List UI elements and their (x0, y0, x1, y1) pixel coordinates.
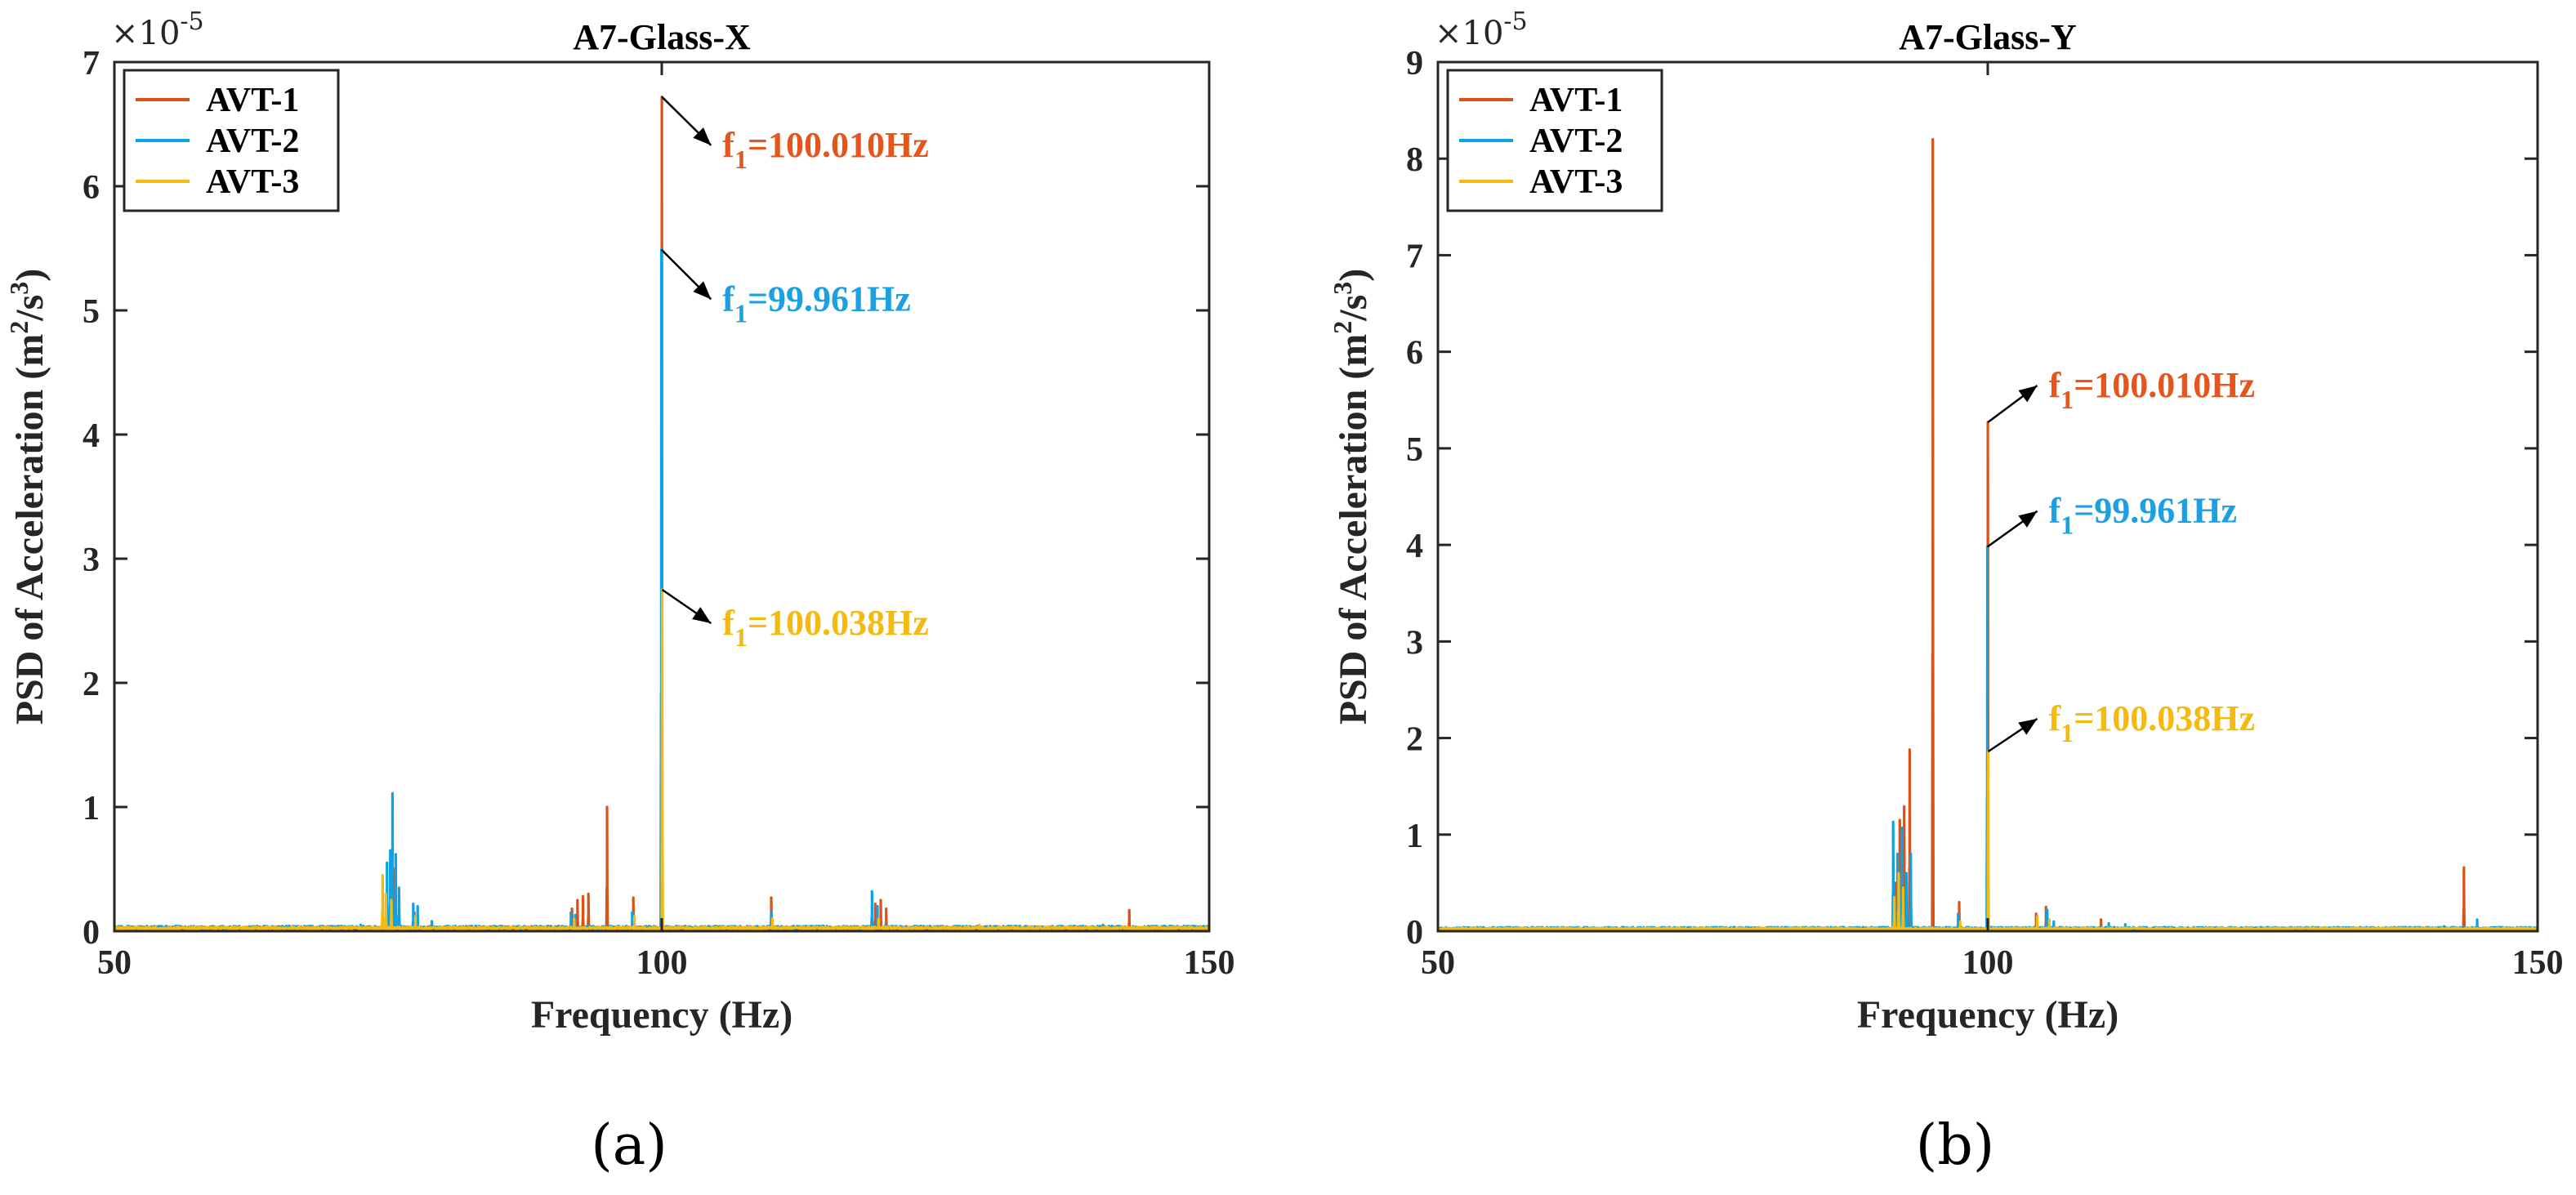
annotation-subscript: 1 (734, 622, 748, 652)
y-tick-label: 7 (83, 45, 100, 82)
annotation-label: f1=100.038Hz (722, 603, 928, 652)
x-axis-label: Frequency (Hz) (531, 993, 792, 1037)
y-tick-label: 4 (1406, 528, 1423, 565)
annotation-symbol: f (722, 603, 735, 643)
annotation-symbol: f (722, 125, 735, 165)
legend-entry: AVT-1 (206, 82, 299, 119)
annotation-symbol: f (2049, 698, 2062, 738)
annotation-subscript: 1 (734, 298, 748, 328)
y-exponent-base: ×10 (1435, 15, 1503, 52)
y-axis-label-unit: /s (8, 295, 51, 322)
annotation-value: =100.010Hz (748, 125, 929, 165)
legend-entry: AVT-3 (1529, 163, 1623, 201)
y-axis-label-close: ) (8, 269, 51, 282)
panel-label: (a) (591, 1113, 667, 1178)
y-tick-label: 2 (83, 666, 100, 703)
chart-b: 0 1 2 3 4 5 6 7 8 9 50 100 150 ×10-5 A7-Glass-Y Frequen… (1328, 7, 2564, 1178)
x-axis-label: Frequency (Hz) (1857, 993, 2118, 1037)
y-tick-label: 3 (83, 542, 100, 579)
y-tick-label: 7 (1406, 238, 1423, 275)
annotation-arrowhead (2018, 511, 2038, 528)
y-exponent-power: -5 (180, 7, 203, 36)
annotation-label: f1=100.010Hz (2049, 365, 2255, 414)
annotation-subscript: 1 (734, 145, 748, 174)
y-tick-label: 9 (1406, 45, 1423, 82)
y-axis-label: PSD of Acceleration (m2/s3) (1328, 269, 1375, 725)
annotation-label: f1=99.961Hz (722, 279, 910, 328)
y-axis-label-main: PSD of Acceleration (m (8, 334, 51, 725)
annotation-arrowhead (692, 607, 712, 624)
y-tick-label: 6 (83, 169, 100, 207)
y-axis-label-close: ) (1332, 269, 1375, 282)
x-tick-label: 100 (636, 944, 688, 982)
annotation-arrowhead (693, 127, 712, 145)
y-axis-label-unit: /s (1332, 295, 1375, 322)
annotation-subscript: 1 (2060, 718, 2074, 747)
annotation-label: f1=100.010Hz (722, 125, 928, 174)
y-exponent-label: ×10-5 (1435, 7, 1528, 52)
y-exponent-power: -5 (1503, 7, 1527, 36)
legend-entry: AVT-3 (206, 163, 299, 201)
y-exponent-label: ×10-5 (111, 7, 204, 52)
chart-title: A7-Glass-Y (1899, 17, 2077, 57)
x-tick-label: 150 (1184, 944, 1235, 982)
y-axis-label-sup: 2 (4, 321, 33, 334)
chart-a: 0 1 2 3 4 5 6 7 50 100 150 ×10-5 A7-Glass-X Frequency… (4, 7, 1235, 1178)
annotation-value: =100.038Hz (748, 603, 929, 643)
y-tick-label: 6 (1406, 335, 1423, 372)
annotation-arrowhead (2018, 386, 2038, 403)
y-tick-label: 4 (83, 417, 100, 455)
y-tick-label: 1 (83, 790, 100, 827)
y-axis-label: PSD of Acceleration (m2/s3) (4, 269, 51, 725)
chart-title: A7-Glass-X (573, 17, 751, 57)
y-axis-label-sup: 3 (4, 282, 33, 295)
y-axis-label-main: PSD of Acceleration (m (1332, 334, 1375, 725)
annotation-value: =100.038Hz (2074, 698, 2255, 738)
legend-entry: AVT-1 (1529, 82, 1623, 119)
x-tick-label: 150 (2512, 944, 2564, 982)
x-tick-label: 50 (97, 944, 132, 982)
x-tick-label: 100 (1962, 944, 2014, 982)
annotation-subscript: 1 (2060, 385, 2074, 414)
y-axis-label-sup: 3 (1328, 282, 1357, 295)
series-line-avt-3 (113, 588, 1211, 931)
panel-label: (b) (1916, 1113, 1995, 1178)
annotation-label: f1=100.038Hz (2049, 698, 2255, 747)
annotation-symbol: f (722, 279, 735, 319)
y-exponent-base: ×10 (111, 15, 180, 52)
y-axis-label-sup: 2 (1328, 321, 1357, 334)
legend-entry: AVT-2 (206, 123, 299, 160)
y-tick-label: 3 (1406, 624, 1423, 662)
series-line-avt-3 (1437, 750, 2539, 931)
y-tick-label: 0 (1406, 914, 1423, 952)
x-tick-label: 50 (1421, 944, 1455, 982)
y-tick-label: 5 (1406, 431, 1423, 469)
annotation-symbol: f (2049, 365, 2062, 405)
annotation-subscript: 1 (2060, 511, 2074, 540)
annotation-value: =99.961Hz (2074, 491, 2237, 531)
annotation-symbol: f (2049, 491, 2062, 531)
legend-entry: AVT-2 (1529, 123, 1623, 160)
annotation-arrowhead (693, 281, 712, 300)
y-tick-label: 5 (83, 293, 100, 331)
y-tick-label: 8 (1406, 141, 1423, 179)
annotation-arrowhead (2018, 718, 2038, 735)
annotation-label: f1=99.961Hz (2049, 491, 2237, 540)
y-tick-label: 2 (1406, 721, 1423, 759)
annotation-value: =100.010Hz (2074, 365, 2255, 405)
y-tick-label: 0 (83, 914, 100, 952)
y-tick-label: 1 (1406, 818, 1423, 855)
annotation-value: =99.961Hz (748, 279, 911, 319)
